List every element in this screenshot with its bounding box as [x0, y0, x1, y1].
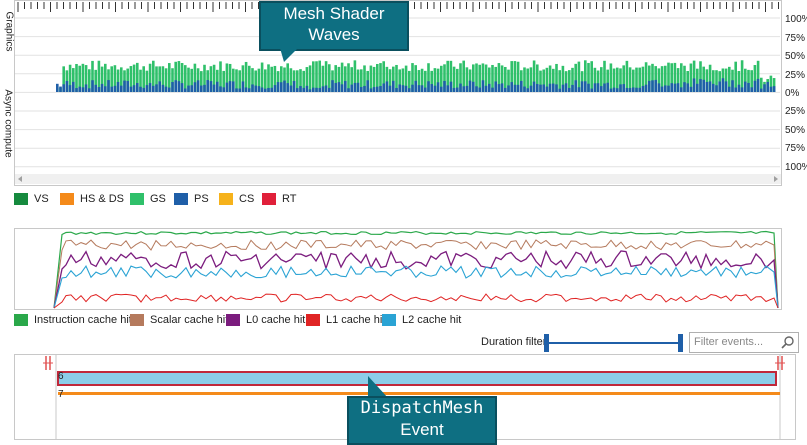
cache-legend-label: L2 cache hit — [402, 314, 462, 326]
timeline-scrollbar-track[interactable] — [15, 174, 781, 184]
scroll-left-arrow[interactable] — [18, 176, 22, 182]
graphics-label: Graphics — [3, 11, 15, 52]
cache-legend-item[interactable]: L1 cache hit — [306, 314, 385, 326]
cache-legend-item[interactable]: L0 cache hit — [226, 314, 305, 326]
wave-legend-swatch — [130, 193, 144, 205]
pct-label-graphics: 100% — [785, 14, 807, 25]
mesh-shader-callout-pointer — [280, 48, 298, 62]
dispatch-mesh-callout: DispatchMesh Event — [347, 396, 497, 445]
async-compute-label: Async compute — [2, 89, 14, 158]
pct-label-graphics: 75% — [785, 32, 806, 44]
cache-legend-swatch — [226, 314, 240, 326]
wave-legend-label: HS & DS — [80, 193, 125, 205]
range-marker-right[interactable] — [775, 356, 785, 370]
event-index-7: 7 — [58, 389, 64, 400]
cache-legend-swatch — [382, 314, 396, 326]
wave-legend-swatch — [219, 193, 233, 205]
wave-legend-swatch — [262, 193, 276, 205]
wave-legend-item[interactable]: RT — [262, 193, 296, 205]
scroll-right-arrow[interactable] — [774, 176, 778, 182]
cache-legend-label: Instruction cache hit — [34, 314, 132, 326]
pct-label-async: 100% — [785, 161, 807, 173]
wave-legend-swatch — [174, 193, 188, 205]
event-index-6: 6 — [58, 371, 64, 382]
duration-filter-min-handle[interactable] — [544, 334, 549, 352]
wave-legend-item[interactable]: CS — [219, 193, 254, 205]
cache-legend-label: L0 cache hit — [246, 314, 306, 326]
wave-legend-item[interactable]: VS — [14, 193, 49, 205]
filter-events-input[interactable]: Filter events... — [689, 332, 799, 353]
wave-legend-label: GS — [150, 193, 166, 205]
cache-legend-label: L1 cache hit — [326, 314, 386, 326]
pct-label-async: 75% — [785, 143, 806, 155]
wave-legend-item[interactable]: PS — [174, 193, 209, 205]
pct-label-async: 50% — [785, 124, 806, 136]
pct-label-graphics: 50% — [785, 51, 806, 63]
event-bar-6[interactable] — [57, 371, 777, 386]
pct-label-graphics: 25% — [785, 69, 806, 81]
cache-legend-label: Scalar cache hit — [150, 314, 229, 326]
filter-events-placeholder: Filter events... — [694, 336, 764, 348]
wave-legend-label: RT — [282, 193, 297, 205]
cache-hit-lines — [53, 230, 779, 309]
wave-legend-item[interactable]: HS & DS — [60, 193, 124, 205]
wave-legend-swatch — [60, 193, 74, 205]
wave-legend-label: PS — [194, 193, 209, 205]
cache-legend-item[interactable]: Scalar cache hit — [130, 314, 228, 326]
dispatch-mesh-callout-pointer — [368, 376, 388, 398]
wave-legend-label: VS — [34, 193, 49, 205]
mesh-shader-callout-line2: Waves — [308, 25, 360, 44]
duration-filter-max-handle[interactable] — [678, 334, 683, 352]
event-timeline-svg — [43, 354, 785, 440]
pct-label-async: 25% — [785, 106, 806, 117]
cache-legend-swatch — [130, 314, 144, 326]
cache-legend-swatch — [14, 314, 28, 326]
duration-filter-label: Duration filter — [481, 336, 547, 348]
cache-legend-item[interactable]: L2 cache hit — [382, 314, 461, 326]
event-bar-7[interactable] — [58, 392, 780, 395]
cache-legend-item[interactable]: Instruction cache hit — [14, 314, 132, 326]
cache-legend-swatch — [306, 314, 320, 326]
dispatch-mesh-callout-line2: Event — [400, 420, 444, 439]
range-marker-left[interactable] — [43, 356, 53, 370]
pct-label-graphics: 0% — [785, 88, 800, 100]
wave-legend-swatch — [14, 193, 28, 205]
search-icon[interactable] — [781, 335, 795, 349]
timeline-svg — [15, 2, 781, 184]
dispatch-mesh-callout-line1: DispatchMesh — [360, 398, 484, 418]
wave-legend-label: CS — [239, 193, 255, 205]
wave-legend-item[interactable]: GS — [130, 193, 166, 205]
mesh-shader-callout: Mesh Shader Waves — [259, 1, 409, 51]
mesh-shader-callout-line1: Mesh Shader — [283, 4, 385, 23]
duration-filter-slider[interactable] — [542, 332, 686, 354]
wave-occupancy-bars — [56, 60, 776, 92]
